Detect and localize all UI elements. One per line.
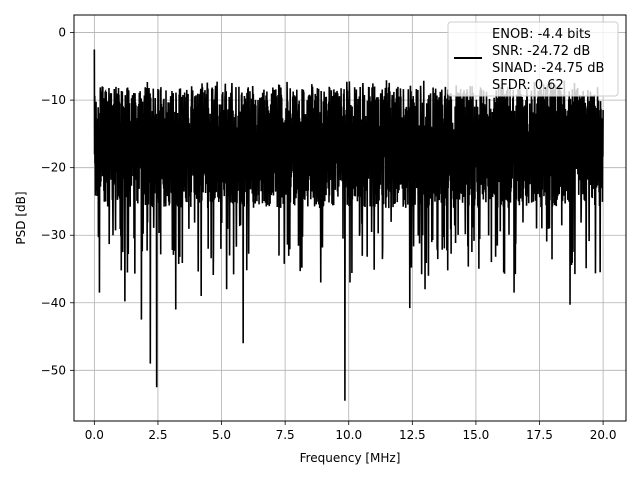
x-tick-label: 17.5: [526, 428, 553, 442]
y-tick-label: −40: [41, 296, 66, 310]
plot-frame: [73, 14, 627, 422]
legend-entry-sfdr: SFDR: 0.62: [492, 78, 564, 93]
x-tick-label: 2.5: [148, 428, 167, 442]
plot-area: [93, 49, 604, 401]
y-tick-label: −30: [41, 228, 66, 242]
legend-box: [447, 21, 619, 97]
x-tick-label: 20.0: [590, 428, 617, 442]
y-axis-ticks: 0 −10 −20 −30 −40 −50: [41, 26, 74, 377]
x-tick-label: 15.0: [463, 428, 490, 442]
y-axis-label: PSD [dB]: [14, 191, 28, 244]
legend: ENOB: -4.4 bits SNR: -24.72 dB SINAD: -2…: [447, 21, 619, 97]
y-tick-label: −20: [41, 161, 66, 175]
x-tick-label: 5.0: [212, 428, 231, 442]
x-tick-label: 0.0: [85, 428, 104, 442]
legend-entry-enob: ENOB: -4.4 bits: [492, 27, 591, 42]
y-tick-label: −10: [41, 93, 66, 107]
x-tick-label: 7.5: [276, 428, 295, 442]
y-tick-label: 0: [58, 26, 66, 40]
x-tick-label: 12.5: [399, 428, 426, 442]
x-axis-label: Frequency [MHz]: [300, 451, 401, 465]
x-axis-ticks: 0.0 2.5 5.0 7.5 10.0 12.5 15.0 17.5 20.0: [85, 421, 617, 442]
legend-entry-sinad: SINAD: -24.75 dB: [492, 61, 604, 76]
psd-series-line: [93, 49, 604, 401]
y-tick-label: −50: [41, 363, 66, 377]
legend-entry-snr: SNR: -24.72 dB: [492, 44, 590, 59]
x-tick-label: 10.0: [335, 428, 362, 442]
